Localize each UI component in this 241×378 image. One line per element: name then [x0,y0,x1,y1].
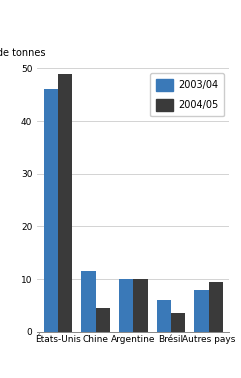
Bar [119,279,133,332]
Bar [194,290,208,332]
Bar [133,279,147,332]
Bar [96,308,110,332]
Text: Exportations de maïs: Exportations de maïs [80,15,225,29]
Text: Figure 8.: Figure 8. [12,15,80,29]
Bar [44,90,58,332]
Bar [58,74,72,332]
Text: Millions de tonnes: Millions de tonnes [0,48,45,58]
Bar [171,313,185,332]
Legend: 2003/04, 2004/05: 2003/04, 2004/05 [150,73,224,116]
Bar [157,300,171,332]
Bar [208,282,223,332]
Bar [81,271,96,332]
